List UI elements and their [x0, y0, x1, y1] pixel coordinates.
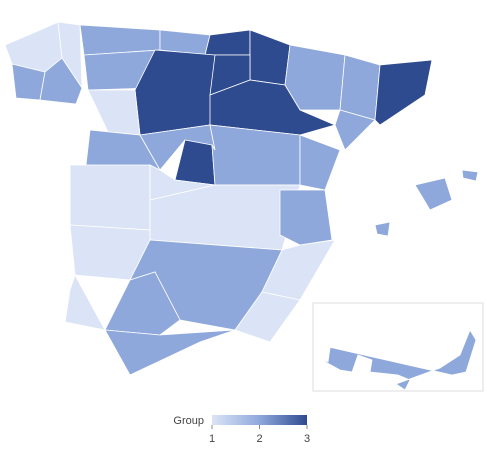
region [261, 239, 336, 301]
region [334, 109, 376, 151]
region [374, 221, 391, 237]
region [104, 329, 236, 376]
region [64, 274, 106, 331]
region [39, 57, 83, 105]
region [204, 29, 251, 56]
region [339, 54, 381, 121]
region [374, 59, 433, 126]
legend-title: Group [173, 415, 204, 427]
region [279, 189, 333, 246]
colorbar-tick-label: 3 [304, 433, 310, 445]
region [149, 164, 216, 201]
colorbar-tick-label: 2 [256, 433, 262, 445]
region [414, 177, 453, 211]
region [149, 184, 301, 251]
region [317, 329, 477, 391]
region [299, 134, 341, 191]
region [87, 89, 141, 136]
region [234, 291, 301, 343]
region [461, 169, 479, 182]
colorbar-tick-label: 1 [209, 433, 215, 445]
inset-frame [312, 302, 484, 392]
region [69, 164, 151, 231]
regions [4, 21, 479, 391]
region [174, 139, 216, 186]
region [104, 271, 181, 336]
region [249, 29, 291, 86]
region [284, 44, 346, 111]
region [209, 124, 301, 186]
colorbar [212, 415, 307, 425]
